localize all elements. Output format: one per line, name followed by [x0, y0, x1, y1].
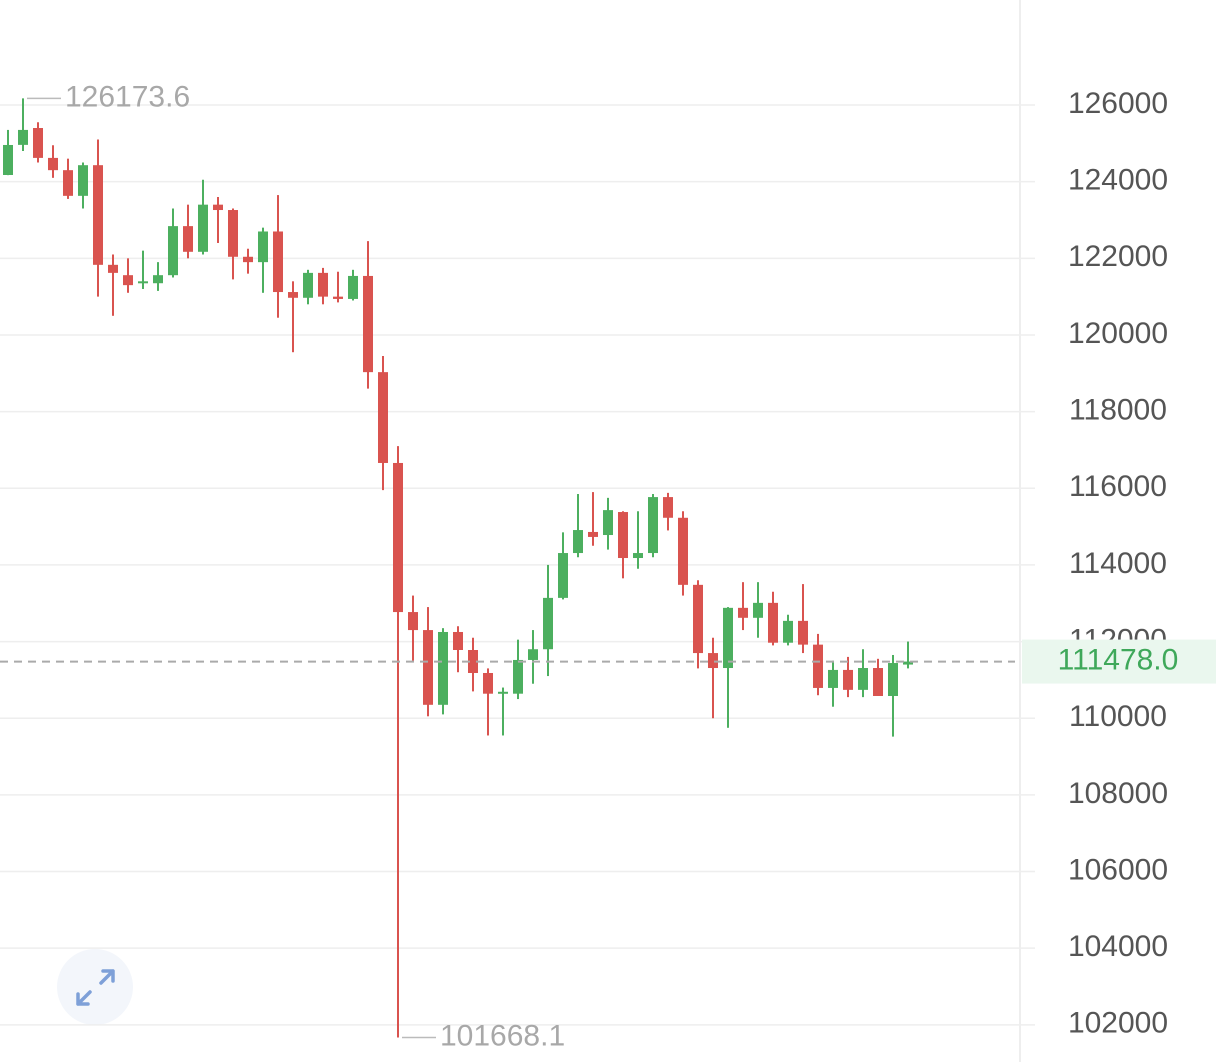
y-tick-label: 118000 [1069, 394, 1167, 427]
candle-body [618, 512, 628, 559]
last-price-box [1022, 639, 1216, 684]
candle-body [843, 669, 853, 690]
candle-body [108, 264, 118, 273]
candle-body [543, 597, 553, 650]
candle-body [18, 129, 28, 145]
last-price-label: 111478.0 [1058, 643, 1179, 676]
candle-body [393, 462, 403, 613]
candle-body [138, 281, 148, 284]
candle-body [198, 204, 208, 252]
candle-body [753, 602, 763, 618]
candle-body [333, 296, 343, 299]
candle-body [213, 204, 223, 211]
candle-body [123, 275, 133, 286]
candle-body [723, 607, 733, 669]
candle-body [498, 691, 508, 694]
y-tick-label: 122000 [1068, 240, 1168, 273]
y-tick-label: 124000 [1068, 164, 1168, 197]
candle-body [408, 612, 418, 631]
candle-body [663, 497, 673, 518]
candle-body [63, 170, 73, 196]
candle-body [873, 668, 883, 696]
y-tick-label: 108000 [1068, 777, 1168, 810]
candle-body [258, 231, 268, 263]
candle-body [903, 661, 913, 665]
expand-icon [76, 969, 115, 1006]
candle-body [363, 275, 373, 373]
candle-body [318, 272, 328, 297]
candle-body [33, 128, 43, 158]
candle-body [858, 668, 868, 690]
candle-body [813, 644, 823, 688]
candle-body [93, 165, 103, 265]
y-tick-label: 104000 [1068, 930, 1168, 963]
candle-body [48, 157, 58, 171]
candle-body [528, 649, 538, 660]
candle-body [273, 231, 283, 293]
candle-body [573, 530, 583, 554]
candle-body [453, 631, 463, 651]
expand-button[interactable] [57, 949, 133, 1025]
candle-body [558, 553, 568, 598]
candle-body [423, 630, 433, 705]
candle-body [168, 226, 178, 276]
candle-body [288, 292, 298, 298]
candle-body [708, 653, 718, 669]
candle-body [78, 165, 88, 196]
candle-body [483, 672, 493, 694]
candle-body [468, 650, 478, 673]
candle-body [243, 256, 253, 263]
candle-body [888, 663, 898, 696]
candle-body [3, 144, 13, 175]
candle-body [378, 372, 388, 463]
candle-body [348, 275, 358, 299]
candle-body [588, 531, 598, 537]
y-tick-label: 102000 [1068, 1007, 1168, 1040]
candle-body [603, 510, 613, 536]
candle-body [648, 497, 658, 554]
candle-body [183, 226, 193, 252]
y-tick-label: 120000 [1068, 317, 1168, 350]
y-tick-label: 126000 [1068, 87, 1168, 120]
candle-body [828, 669, 838, 688]
candle-body [228, 210, 238, 257]
candle-body [438, 631, 448, 705]
high-label: 126173.6 [65, 80, 190, 113]
candle-body [768, 602, 778, 643]
candle-body [303, 272, 313, 298]
expand-bg [57, 949, 133, 1025]
candle-body [153, 275, 163, 284]
y-tick-label: 110000 [1069, 700, 1167, 733]
low-label: 101668.1 [440, 1019, 565, 1052]
candle-body [513, 659, 523, 694]
candle-body [678, 517, 688, 585]
candle-body [633, 553, 643, 559]
y-tick-label: 106000 [1068, 853, 1168, 886]
y-tick-label: 116000 [1069, 470, 1167, 503]
candle-body [798, 620, 808, 645]
y-tick-label: 114000 [1069, 547, 1167, 580]
candle-body [783, 620, 793, 643]
candle-body [693, 584, 703, 654]
candle-body [738, 607, 748, 618]
